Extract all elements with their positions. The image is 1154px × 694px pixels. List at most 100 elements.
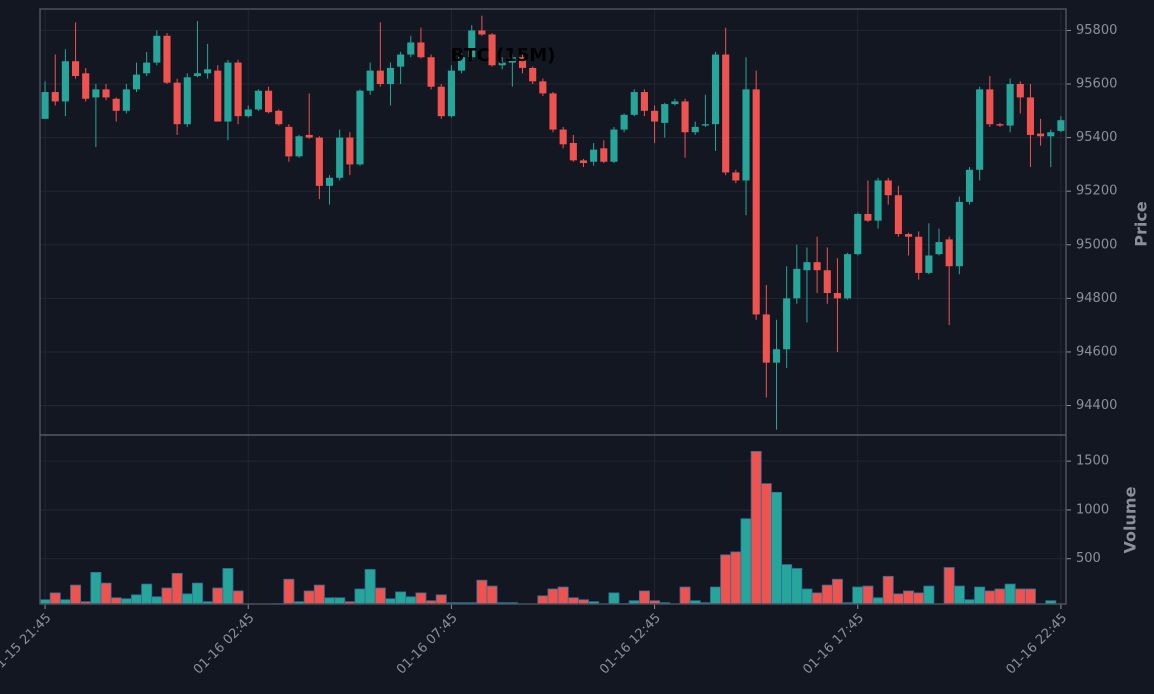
y-tick-label: 95200 bbox=[1076, 184, 1117, 199]
candle-body bbox=[295, 136, 303, 157]
marks bbox=[41, 15, 1065, 430]
candle-body bbox=[762, 314, 770, 363]
candle-body bbox=[1037, 133, 1045, 137]
volume-bar bbox=[974, 586, 986, 604]
volume-bar bbox=[476, 579, 488, 604]
volume-bar bbox=[903, 590, 915, 604]
volume-bar bbox=[831, 578, 843, 604]
volume-bar bbox=[283, 578, 295, 604]
candle-body bbox=[610, 129, 618, 162]
volume-bar bbox=[1014, 588, 1026, 604]
candle-body bbox=[569, 142, 577, 161]
volume-bar bbox=[567, 597, 579, 604]
candle-body bbox=[996, 124, 1004, 126]
candle-body bbox=[61, 61, 69, 102]
volume-bar bbox=[303, 590, 315, 604]
price-axis-label: Price bbox=[1132, 201, 1151, 247]
candle-body bbox=[427, 57, 435, 87]
volume-bar bbox=[740, 518, 752, 604]
volume-bar bbox=[222, 568, 234, 604]
y-tick-label: 95600 bbox=[1076, 77, 1117, 92]
candle-body bbox=[600, 148, 608, 162]
candle-body bbox=[112, 98, 120, 111]
candle-body bbox=[305, 134, 313, 138]
candle-body bbox=[224, 62, 232, 122]
volume-bar bbox=[70, 584, 82, 604]
candle-body bbox=[92, 89, 100, 98]
candle-body bbox=[894, 195, 902, 235]
candle-body bbox=[417, 42, 425, 58]
candle-body bbox=[864, 213, 872, 221]
candle-body bbox=[82, 73, 90, 99]
candle-body bbox=[579, 160, 588, 164]
candle-body bbox=[234, 62, 242, 117]
volume-tick-label: 500 bbox=[1076, 551, 1101, 566]
y-tick-label: 94800 bbox=[1076, 291, 1117, 306]
volume-bar bbox=[374, 587, 386, 604]
candle-body bbox=[132, 74, 141, 90]
candle-body bbox=[325, 177, 334, 186]
candle-body bbox=[915, 236, 923, 273]
candle-body bbox=[783, 298, 791, 350]
volume-bar bbox=[781, 564, 793, 604]
candle-body bbox=[620, 114, 628, 130]
candle-body bbox=[955, 201, 963, 267]
volume-bar bbox=[882, 575, 894, 604]
candle-body bbox=[813, 262, 821, 271]
candle-body bbox=[498, 62, 506, 66]
volume-bar bbox=[181, 593, 193, 604]
candle-body bbox=[71, 61, 80, 76]
volume-bar bbox=[923, 585, 935, 604]
candle-body bbox=[458, 57, 466, 71]
volume-bar bbox=[862, 585, 874, 604]
candle-body bbox=[102, 89, 110, 98]
volume-bar bbox=[141, 583, 153, 604]
candle-body bbox=[833, 293, 841, 299]
candle-body bbox=[366, 70, 374, 91]
candle-body bbox=[275, 110, 283, 125]
volume-bar bbox=[395, 591, 407, 604]
volume-bar bbox=[730, 551, 742, 604]
candle-body bbox=[153, 35, 161, 63]
candle-body bbox=[336, 137, 344, 178]
candle-body bbox=[874, 180, 882, 221]
volume-bar bbox=[984, 590, 996, 604]
candle-body bbox=[356, 90, 364, 165]
y-tick-label: 95400 bbox=[1076, 130, 1117, 145]
volume-bar bbox=[384, 598, 396, 604]
candle-body bbox=[518, 57, 527, 68]
candle-body bbox=[986, 89, 994, 125]
candle-body bbox=[671, 101, 679, 105]
volume-bar bbox=[760, 483, 772, 604]
candle-body bbox=[488, 34, 496, 66]
y-tick-label: 95000 bbox=[1076, 237, 1117, 252]
grid bbox=[40, 9, 1071, 609]
volume-bar bbox=[547, 588, 559, 604]
candle-body bbox=[935, 242, 943, 255]
volume-bar bbox=[324, 597, 335, 604]
candle-body bbox=[51, 92, 59, 102]
volume-bar bbox=[232, 590, 244, 604]
candle-body bbox=[173, 82, 181, 125]
candle-body bbox=[904, 234, 913, 237]
candle-body bbox=[549, 93, 557, 130]
volume-bar bbox=[872, 597, 884, 604]
candle-body bbox=[681, 101, 689, 133]
candle-body bbox=[447, 70, 455, 117]
candle-body bbox=[386, 67, 395, 85]
chart-title: BTC (15M) bbox=[451, 45, 556, 66]
volume-bar bbox=[1004, 583, 1016, 604]
volume-bar bbox=[791, 568, 803, 604]
candle-body bbox=[803, 262, 811, 271]
candle-body bbox=[468, 30, 476, 58]
volume-bar bbox=[334, 597, 346, 604]
volume-bar bbox=[1024, 588, 1036, 604]
volume-bar bbox=[852, 586, 864, 604]
volume-tick-label: 1500 bbox=[1076, 454, 1109, 469]
candle-body bbox=[508, 57, 516, 63]
candle-body bbox=[844, 254, 852, 299]
volume-bar bbox=[953, 585, 965, 604]
volume-bar bbox=[415, 592, 427, 604]
